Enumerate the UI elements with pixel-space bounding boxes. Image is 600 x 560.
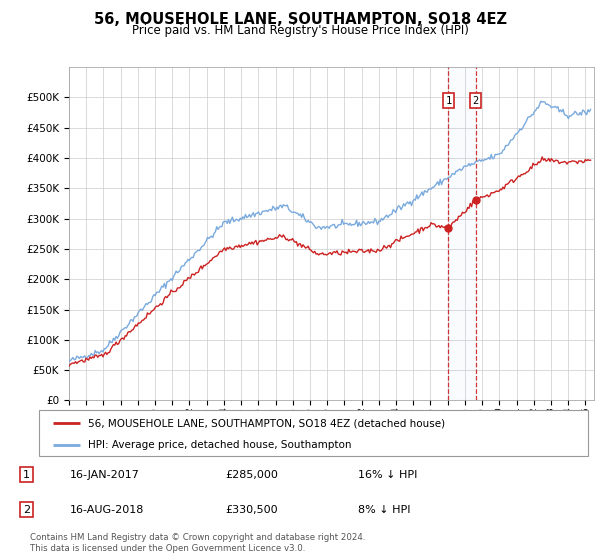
Text: 1: 1	[445, 96, 452, 105]
Text: 56, MOUSEHOLE LANE, SOUTHAMPTON, SO18 4EZ: 56, MOUSEHOLE LANE, SOUTHAMPTON, SO18 4E…	[94, 12, 506, 27]
Text: 2: 2	[23, 505, 30, 515]
Bar	[448, 67, 476, 400]
Text: 8% ↓ HPI: 8% ↓ HPI	[358, 505, 410, 515]
Text: Contains HM Land Registry data © Crown copyright and database right 2024.
This d: Contains HM Land Registry data © Crown c…	[30, 533, 365, 553]
Text: 2: 2	[472, 96, 479, 105]
Text: 56, MOUSEHOLE LANE, SOUTHAMPTON, SO18 4EZ (detached house): 56, MOUSEHOLE LANE, SOUTHAMPTON, SO18 4E…	[88, 418, 446, 428]
FancyBboxPatch shape	[39, 410, 588, 456]
Text: 16% ↓ HPI: 16% ↓ HPI	[358, 470, 417, 479]
Text: 1: 1	[23, 470, 30, 479]
Text: Price paid vs. HM Land Registry's House Price Index (HPI): Price paid vs. HM Land Registry's House …	[131, 24, 469, 37]
Text: £330,500: £330,500	[225, 505, 278, 515]
Point	[443, 223, 453, 232]
Text: HPI: Average price, detached house, Southampton: HPI: Average price, detached house, Sout…	[88, 440, 352, 450]
Text: 16-AUG-2018: 16-AUG-2018	[70, 505, 144, 515]
Text: £285,000: £285,000	[225, 470, 278, 479]
Text: 16-JAN-2017: 16-JAN-2017	[70, 470, 139, 479]
Point	[471, 195, 481, 204]
